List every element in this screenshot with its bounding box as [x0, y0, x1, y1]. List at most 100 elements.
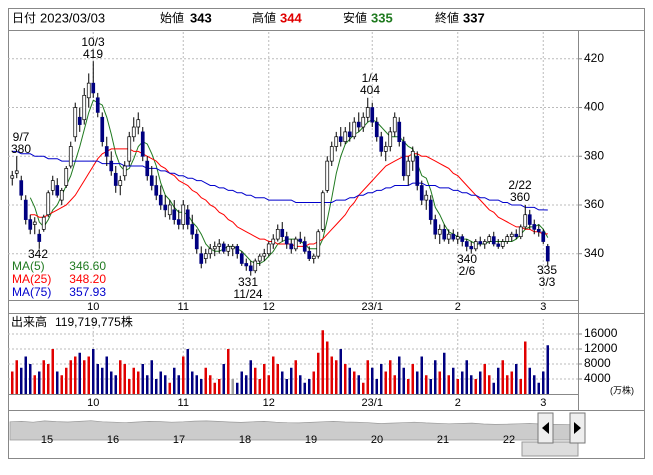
- outer-frame: [8, 8, 645, 459]
- candle-body: [307, 250, 312, 259]
- candle-body: [55, 185, 60, 196]
- candle-body: [311, 255, 316, 259]
- volume-bar: [150, 360, 153, 394]
- y-tick-label: 12000: [584, 341, 618, 355]
- candle-body: [410, 151, 415, 162]
- volume-bar: [339, 349, 342, 394]
- volume-bar: [114, 375, 117, 394]
- annotation: 9/7: [13, 130, 30, 144]
- volume-bar: [254, 367, 257, 394]
- volume-bar: [294, 360, 297, 394]
- volume-bar: [371, 367, 374, 394]
- volume-bar: [128, 379, 131, 394]
- y-tick-label: 340: [584, 246, 604, 260]
- candle-body: [127, 136, 132, 162]
- candle-body: [82, 94, 87, 121]
- candle-body: [320, 192, 325, 230]
- volume-bar: [272, 356, 275, 394]
- legend-box: [9, 259, 107, 300]
- volume-bar: [182, 356, 185, 394]
- candle-body: [172, 209, 177, 220]
- volume-bar: [528, 367, 531, 394]
- volume-bar: [258, 379, 261, 394]
- volume-bar: [398, 356, 401, 394]
- candle-body: [10, 175, 15, 179]
- volume-bar: [24, 356, 27, 394]
- x-tick-label: 3: [540, 301, 546, 313]
- volume-bar: [470, 375, 473, 394]
- scroll-thumb[interactable]: [521, 441, 579, 457]
- annotation: 404: [360, 83, 380, 97]
- candle-body: [77, 116, 82, 125]
- x-tick-label: 12: [263, 397, 275, 409]
- x-tick-label: 23/1: [362, 397, 383, 409]
- navigator-label: 20: [371, 434, 383, 446]
- volume-bar: [326, 341, 329, 394]
- volume-bar: [74, 356, 77, 394]
- volume-bar: [393, 375, 396, 394]
- volume-bar: [87, 356, 90, 394]
- candle-body: [419, 185, 424, 201]
- volume-bar: [123, 364, 126, 394]
- candle-body: [32, 221, 37, 225]
- header: 日付 2023/03/03 始値 343 高値 344 安値 335 終値 33…: [12, 10, 485, 25]
- candle-body: [352, 121, 357, 138]
- candle-body: [212, 246, 217, 250]
- candle-body: [509, 233, 514, 238]
- volume-bar: [447, 375, 450, 394]
- legend-label: MA(75): [12, 285, 51, 299]
- volume-bar: [488, 375, 491, 394]
- candle-body: [208, 248, 213, 255]
- candle-body: [487, 236, 492, 242]
- volume-bar: [222, 364, 225, 394]
- volume-bar: [542, 371, 545, 394]
- volume-bar: [380, 364, 383, 394]
- candle-body: [460, 236, 465, 242]
- volume-bar: [195, 375, 198, 394]
- volume-bar: [348, 367, 351, 394]
- y-unit: (万株): [610, 384, 634, 395]
- annotation: 335: [537, 263, 557, 277]
- candle-body: [100, 116, 105, 142]
- candle-body: [338, 136, 343, 142]
- navigator-label: 17: [173, 434, 185, 446]
- volume-bar: [416, 371, 419, 394]
- candle-body: [230, 246, 235, 250]
- candle-body: [406, 160, 411, 177]
- volume-bar: [384, 371, 387, 394]
- volume-bar: [47, 364, 50, 394]
- annotation: 380: [11, 142, 31, 156]
- volume-bar: [492, 382, 495, 394]
- candle-body: [388, 131, 393, 147]
- volume-bar: [537, 382, 540, 394]
- candle-body: [361, 116, 366, 128]
- candle-body: [329, 146, 334, 162]
- volume-bar: [276, 364, 279, 394]
- volume-bar: [96, 364, 99, 394]
- candle-body: [19, 180, 24, 196]
- close-label: 終値: [435, 10, 459, 25]
- volume-bar: [218, 379, 221, 394]
- candle-body: [239, 253, 244, 264]
- candle-body: [28, 219, 33, 230]
- candle-body: [523, 214, 528, 228]
- candle-body: [275, 228, 280, 240]
- legend-label: MA(25): [12, 272, 51, 286]
- candle-body: [86, 82, 91, 99]
- navigator-label: 18: [239, 434, 251, 446]
- volume-bar: [146, 375, 149, 394]
- volume-bar: [461, 371, 464, 394]
- candle-body: [280, 228, 285, 238]
- y-tick-label: 360: [584, 197, 604, 211]
- volume-bar: [483, 364, 486, 394]
- volume-bar: [281, 371, 284, 394]
- volume-bar: [402, 367, 405, 394]
- candle-body: [50, 180, 55, 191]
- date-label: 日付: [12, 11, 36, 25]
- candle-body: [451, 233, 456, 240]
- low-label: 安値: [343, 10, 367, 25]
- volume-bar: [137, 371, 140, 394]
- candle-body: [536, 228, 541, 233]
- candle-body: [235, 246, 240, 255]
